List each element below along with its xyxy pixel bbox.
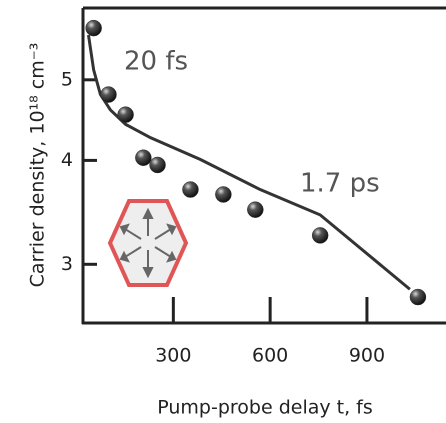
data-point <box>135 149 152 166</box>
x-tick-label: 300 <box>155 345 191 367</box>
data-point <box>100 86 117 103</box>
annotation: 20 fs <box>124 47 188 77</box>
y-tick-label: 5 <box>61 68 73 90</box>
y-axis-label: Carrier density, 10¹⁸ cm⁻³ <box>27 43 49 288</box>
y-tick-label: 3 <box>61 253 73 275</box>
data-point <box>117 106 134 123</box>
data-point <box>311 227 329 244</box>
data-point <box>247 201 264 218</box>
x-axis-label: Pump-probe delay t, fs <box>157 397 373 419</box>
x-tick-label: 600 <box>252 345 288 367</box>
fit-line <box>87 34 411 291</box>
annotation: 1.7 ps <box>300 169 380 199</box>
data-point <box>149 156 166 174</box>
y-tick-label: 4 <box>61 149 73 171</box>
data-point <box>182 181 199 198</box>
x-tick-label: 900 <box>349 345 385 367</box>
data-point <box>215 186 232 203</box>
data-point <box>409 288 427 306</box>
hexagon-icon <box>107 199 189 287</box>
data-point <box>85 19 102 37</box>
